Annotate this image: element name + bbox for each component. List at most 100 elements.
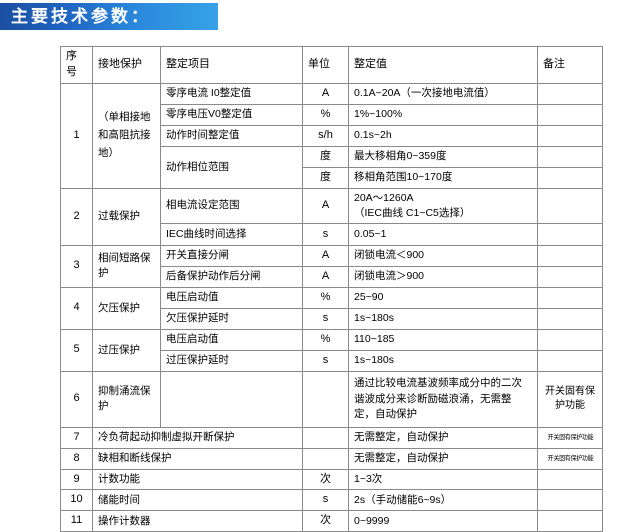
cell-protection: 过载保护 <box>92 187 161 247</box>
column-header-note: 备注 <box>537 46 603 84</box>
cell-item: 零序电压V0整定值 <box>160 103 303 126</box>
cell-protection: 操作计数器 <box>92 510 303 532</box>
cell-value: 0.05~1 <box>348 223 538 246</box>
cell-note: 开关固有保护功能 <box>539 426 601 449</box>
cell-value: 20A～1260A （IEC曲线 C1~C5选择） <box>348 187 538 225</box>
section-title-banner: 主要技术参数： <box>0 3 218 30</box>
cell-unit <box>302 426 349 449</box>
table-row: 后备保护动作后分闸 A 闭锁电流＞900 <box>61 265 603 288</box>
cell-item: 后备保护动作后分闸 <box>160 265 303 288</box>
cell-protection: 过压保护 <box>92 328 161 372</box>
table-row: 过压保护延时 s 1s~180s <box>61 349 603 372</box>
cell-unit: s <box>302 489 349 512</box>
cell-unit: 次 <box>302 468 349 491</box>
cell-value: 2s（手动储能6~9s） <box>348 489 538 512</box>
table-row: 动作时间整定值 s/h 0.1s~2h <box>61 124 603 147</box>
cell-value: 1~3次 <box>348 468 538 491</box>
cell-note <box>537 328 603 351</box>
cell-unit: 度 <box>302 166 349 189</box>
cell-value: 1%~100% <box>348 103 538 126</box>
cell-note <box>537 245 603 267</box>
cell-index: 3 <box>60 245 93 288</box>
cell-unit: A <box>302 82 349 105</box>
cell-value: 110~185 <box>348 328 538 351</box>
cell-index: 6 <box>60 370 93 428</box>
cell-protection: （单相接地和高阻抗接地） <box>92 82 161 189</box>
cell-unit: s/h <box>302 124 349 147</box>
cell-value: 通过比较电流基波频率成分中的二次谐波成分来诊断励磁浪涌，无需整定，自动保护 <box>348 370 538 428</box>
technical-parameters-table-container: 序号 接地保护 整定项目 单位 整定值 备注 1 （单相接地和高阻抗接地） 零序电流… <box>60 46 603 532</box>
cell-item: 动作相位范围 <box>160 145 303 189</box>
cell-index: 1 <box>60 82 93 189</box>
table-row: 8 缺相和断线保护 无需整定，自动保护 开关固有保护功能 <box>60 447 603 470</box>
table-row: 11 操作计数器次 0~9999 <box>60 510 603 532</box>
cell-note <box>537 286 603 309</box>
table-row: 6 抑制涌流保护 通过比较电流基波频率成分中的二次谐波成分来诊断励磁浪涌，无需整定，… <box>60 370 603 428</box>
table-row: 9 计数功能次 1~3次 <box>60 468 603 491</box>
cell-item: 零序电流 I0整定值 <box>160 82 303 105</box>
cell-value: 1s~180s <box>348 307 538 330</box>
column-header-index: 序号 <box>60 46 93 84</box>
table-row: 1 （单相接地和高阻抗接地） 零序电流 I0整定值 A 0.1A~20A（一次接地电流值… <box>60 82 603 189</box>
cell-value: 无需整定，自动保护 <box>348 447 538 470</box>
cell-value: 闭锁电流＜900 <box>348 245 538 267</box>
cell-protection: 抑制涌流保护 <box>92 370 161 428</box>
cell-item: 开关直接分闸 <box>160 245 303 267</box>
cell-value: 1s~180s <box>348 349 538 372</box>
cell-note: 开关固有保护功能 <box>537 370 603 428</box>
cell-note <box>537 82 603 105</box>
table-body: 1 （单相接地和高阻抗接地） 零序电流 I0整定值 A 0.1A~20A（一次接地电流值… <box>60 82 603 532</box>
table-header: 序号 接地保护 整定项目 单位 整定值 备注 <box>60 46 603 84</box>
cell-unit: s <box>302 223 349 246</box>
cell-protection: 缺相和断线保护 <box>92 447 303 470</box>
cell-unit: A <box>302 265 349 288</box>
technical-parameters-table: 序号 接地保护 整定项目 单位 整定值 备注 1 （单相接地和高阻抗接地） 零序电流… <box>60 46 603 532</box>
cell-value: 闭锁电流＞900 <box>348 265 538 288</box>
cell-note <box>537 166 603 189</box>
cell-unit <box>302 370 349 428</box>
cell-note <box>537 307 603 330</box>
cell-note <box>537 124 603 147</box>
cell-note: 开关固有保护功能 <box>539 447 601 470</box>
cell-value: 0.1s~2h <box>348 124 538 147</box>
cell-note <box>537 468 603 491</box>
cell-index: 11 <box>60 510 93 532</box>
cell-unit: 度 <box>302 145 349 168</box>
cell-unit: % <box>302 103 349 126</box>
cell-unit: % <box>302 328 349 351</box>
table-header-row: 序号 接地保护 整定项目 单位 整定值 备注 <box>60 46 603 84</box>
cell-unit: A <box>302 245 349 267</box>
table-row: 3 相间短路保护 开关直接分闸 A 闭锁电流＜900 <box>60 245 603 288</box>
cell-index: 2 <box>60 187 93 247</box>
column-header-unit: 单位 <box>302 46 349 84</box>
cell-index: 7 <box>60 426 93 449</box>
column-header-protection: 接地保护 <box>92 46 161 84</box>
cell-index: 10 <box>60 489 93 512</box>
cell-item: 电压启动值 <box>160 328 303 351</box>
table-row: IEC曲线时间选择 s 0.05~1 <box>61 223 603 246</box>
table-row: 2 过载保护 相电流设定范围 A 20A～1260A （IEC曲线 C1~C5选择） <box>60 187 603 247</box>
table-row: 10 储能时间 s 2s（手动储能6~9s） <box>60 489 603 512</box>
cell-protection: 欠压保护 <box>92 286 161 330</box>
cell-index: 5 <box>60 328 93 372</box>
table-row: 欠压保护延时 s 1s~180s <box>61 307 603 330</box>
cell-index: 9 <box>60 468 93 491</box>
cell-value: 0.1A~20A（一次接地电流值） <box>348 82 538 105</box>
cell-unit: s <box>302 349 349 372</box>
cell-note <box>537 223 603 246</box>
cell-unit: % <box>302 286 349 309</box>
cell-note <box>537 145 603 168</box>
cell-protection: 冷负荷起动抑制虚拟开断保护 <box>92 426 303 449</box>
table-row: 7 冷负荷起动抑制虚拟开断保护 无需整定，自动保护 开关固有保护功能 <box>60 426 603 449</box>
cell-note <box>537 187 603 225</box>
table-row: 5 过压保护 电压启动值% 110~185 <box>60 328 603 372</box>
cell-unit: 次 <box>302 510 349 532</box>
cell-index: 8 <box>60 447 93 470</box>
section-title-text: 主要技术参数： <box>11 7 151 26</box>
cell-unit: A <box>302 187 349 225</box>
cell-protection: 储能时间 <box>92 489 303 512</box>
cell-value: 无需整定，自动保护 <box>348 426 538 449</box>
cell-value: 最大移相角0~359度 <box>348 145 538 168</box>
table-row: 动作相位范围度最大移相角0~359度 <box>61 145 603 189</box>
table-row: 4 欠压保护 电压启动值% 25~90 <box>60 286 603 330</box>
